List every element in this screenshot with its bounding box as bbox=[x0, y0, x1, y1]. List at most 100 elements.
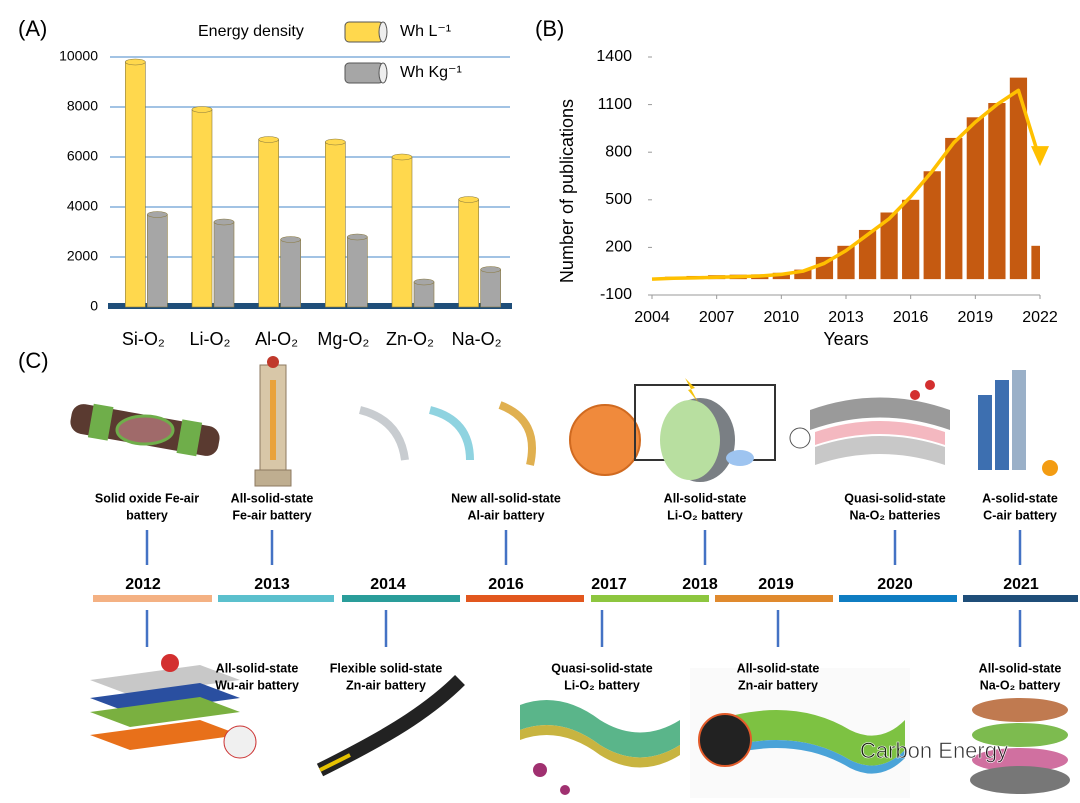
panel-label: (A) bbox=[18, 16, 47, 41]
x-tick-label: Mg-O₂ bbox=[317, 329, 369, 349]
bar bbox=[147, 214, 168, 308]
floor bbox=[108, 303, 512, 309]
y-tick-label: 10000 bbox=[59, 48, 98, 64]
bar-top bbox=[125, 58, 146, 66]
bar-top bbox=[458, 196, 479, 203]
y-tick-label: 4000 bbox=[67, 198, 98, 214]
event-label: Na-O₂ batteries bbox=[850, 508, 941, 522]
bar bbox=[1009, 77, 1028, 280]
timeline-segment bbox=[591, 595, 709, 602]
y-tick-label: 500 bbox=[605, 191, 632, 208]
y-tick-label: 6000 bbox=[67, 148, 98, 164]
timeline-year: 2013 bbox=[254, 576, 290, 593]
watermark: Carbon Energy bbox=[860, 738, 1008, 763]
bar-top bbox=[258, 136, 279, 143]
event-label: Fe-air battery bbox=[232, 508, 311, 522]
timeline-year: 2014 bbox=[370, 576, 406, 593]
event-label: Zn-air battery bbox=[346, 678, 426, 692]
y-tick-label: 8000 bbox=[67, 98, 98, 114]
legend-swatch bbox=[344, 62, 384, 84]
y-tick-label: 0 bbox=[90, 298, 98, 314]
bar bbox=[213, 221, 235, 308]
trend-arrowhead bbox=[1031, 146, 1049, 167]
zn-air-sheet bbox=[690, 668, 910, 798]
fe-air-cell bbox=[254, 356, 292, 487]
x-tick-label: Si-O₂ bbox=[122, 329, 165, 349]
legend-swatch bbox=[344, 21, 384, 43]
x-tick-label: 2013 bbox=[828, 309, 864, 326]
timeline-year: 2018 bbox=[682, 576, 718, 593]
x-tick-label: 2022 bbox=[1022, 309, 1058, 326]
bar-top bbox=[391, 153, 413, 161]
bar bbox=[258, 139, 279, 308]
timeline-year: 2019 bbox=[758, 576, 794, 593]
timeline-year: 2017 bbox=[591, 576, 627, 593]
panel-label: (C) bbox=[18, 348, 49, 373]
zn-air-cable bbox=[316, 675, 465, 777]
na-o2-layers bbox=[789, 380, 950, 465]
event-label: Quasi-solid-state bbox=[844, 491, 945, 505]
bar-top bbox=[480, 266, 501, 273]
x-tick-label: Li-O₂ bbox=[190, 329, 231, 349]
li-o2-cell bbox=[634, 378, 776, 482]
y-tick-label: 2000 bbox=[67, 248, 98, 264]
y-tick-label: 1400 bbox=[596, 48, 632, 65]
event-label: New all-solid-state bbox=[451, 491, 561, 505]
legend-swatch-end bbox=[378, 21, 388, 43]
event-label: Na-O₂ battery bbox=[980, 678, 1061, 692]
na-o2-cell bbox=[970, 698, 1070, 794]
event-label: All-solid-state bbox=[737, 661, 820, 675]
c-air-cells bbox=[978, 370, 1058, 476]
x-tick-label: 2004 bbox=[634, 309, 670, 326]
bar-top bbox=[347, 233, 368, 241]
bar bbox=[458, 199, 479, 308]
al-air-fiber bbox=[358, 401, 641, 476]
bar bbox=[966, 117, 984, 280]
event-label: Flexible solid-state bbox=[330, 661, 443, 675]
x-tick-label: 2019 bbox=[958, 309, 994, 326]
event-label: Zn-air battery bbox=[738, 678, 818, 692]
bar bbox=[325, 141, 346, 308]
x-tick-label: 2016 bbox=[893, 309, 929, 326]
fe-air-tube bbox=[70, 403, 220, 457]
bar bbox=[191, 109, 213, 308]
timeline-year: 2016 bbox=[488, 576, 524, 593]
li-o2-film bbox=[520, 700, 680, 795]
x-tick-label: Zn-O₂ bbox=[386, 329, 434, 349]
trend-line bbox=[651, 88, 1042, 281]
event-label: Li-O₂ battery bbox=[564, 678, 640, 692]
event-label: All-solid-state bbox=[231, 491, 314, 505]
y-tick-label: 1100 bbox=[598, 96, 633, 113]
x-axis-label: Years bbox=[823, 329, 868, 349]
timeline-year: 2012 bbox=[125, 576, 161, 593]
bar-top bbox=[413, 278, 435, 286]
bar-top bbox=[213, 218, 235, 226]
bar-top bbox=[325, 138, 346, 146]
bar-top bbox=[191, 106, 213, 113]
bar bbox=[125, 61, 146, 308]
bar bbox=[391, 156, 413, 308]
event-label: Wu-air battery bbox=[215, 678, 299, 692]
timeline-year: 2020 bbox=[877, 576, 913, 593]
event-label: A-solid-state bbox=[982, 491, 1058, 505]
timeline-segment bbox=[963, 595, 1078, 602]
bar bbox=[945, 137, 963, 280]
event-label: Li-O₂ battery bbox=[667, 508, 743, 522]
bar bbox=[880, 212, 898, 280]
timeline-segment bbox=[218, 595, 334, 602]
event-label: Quasi-solid-state bbox=[551, 661, 652, 675]
bar bbox=[923, 171, 941, 280]
bar bbox=[1031, 245, 1040, 280]
event-label: Al-air battery bbox=[467, 508, 544, 522]
event-label: Solid oxide Fe-air bbox=[95, 491, 199, 505]
wu-air-layers bbox=[90, 654, 257, 759]
y-tick-label: 200 bbox=[605, 239, 632, 256]
event-label: battery bbox=[126, 508, 168, 522]
bar bbox=[280, 239, 301, 308]
bar bbox=[988, 103, 1006, 280]
x-tick-label: Al-O₂ bbox=[255, 329, 298, 349]
event-label: All-solid-state bbox=[979, 661, 1062, 675]
legend-label: Wh L⁻¹ bbox=[400, 23, 451, 40]
bar bbox=[480, 269, 501, 308]
